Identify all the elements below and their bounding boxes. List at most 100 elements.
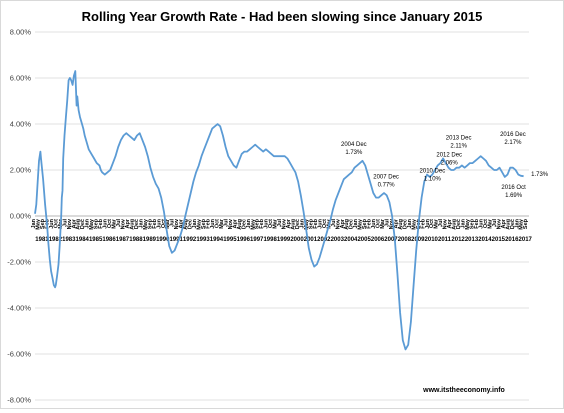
month-tick-label: Feb [313, 218, 319, 228]
month-tick-label: Jan [31, 218, 37, 228]
annotation-text: 2010 Dec [420, 169, 446, 175]
month-tick-label: Jul [223, 219, 229, 227]
month-tick-label: Sep [94, 218, 100, 229]
month-tick-label: Mar [273, 218, 279, 229]
year-tick-label: 1996 [237, 237, 251, 243]
year-tick-label: 2008 [398, 237, 412, 243]
year-tick-label: 2009 [411, 237, 425, 243]
annotation: 2016 Dec 2.17% [500, 132, 526, 146]
month-tick-label: May [519, 218, 525, 230]
series-line [34, 70, 524, 351]
month-tick-label: Aug [237, 219, 243, 230]
y-tick-label: 4.00% [10, 120, 32, 129]
year-tick-label: 1997 [250, 237, 264, 243]
year-tick-label: 1988 [129, 237, 143, 243]
month-tick-label: May [304, 218, 310, 230]
month-tick-label: Aug [291, 219, 297, 230]
annotation: 1.73% [531, 172, 549, 178]
year-tick-label: 2000 [290, 237, 304, 243]
month-tick-label: Apr [393, 218, 399, 228]
month-tick-label: Dec [295, 219, 301, 229]
month-tick-label: Nov [335, 218, 341, 229]
month-tick-label: Jul [116, 219, 122, 227]
year-tick-label: 1994 [210, 237, 224, 243]
month-tick-label: Nov [443, 218, 449, 229]
month-tick-label: Apr [286, 218, 292, 228]
month-tick-label: Oct [376, 219, 382, 228]
month-tick-label: May [411, 218, 417, 230]
source-credit: www.itstheeconomy.info [422, 387, 505, 394]
year-tick-label: 1990 [156, 237, 170, 243]
month-tick-label: Sep [523, 218, 529, 229]
month-tick-label: Sep [40, 218, 46, 229]
month-tick-label: Jul [331, 219, 337, 227]
month-tick-label: Dec [134, 219, 140, 229]
annotation-text: 2012 Dec [436, 153, 462, 159]
month-tick-label: Jun [156, 218, 162, 228]
month-tick-label: Dec [402, 219, 408, 229]
chart-title: Rolling Year Growth Rate - Had been slow… [82, 9, 483, 24]
month-tick-label: Jul [492, 219, 498, 227]
annotation-text: 2007 Dec [373, 174, 399, 180]
year-tick-label: 2015 [492, 237, 506, 243]
y-tick-label: -8.00% [7, 396, 31, 405]
month-tick-label: Nov [228, 218, 234, 229]
annotation: 2013 Dec 2.11% [446, 135, 472, 149]
month-tick-label: Apr [179, 218, 185, 228]
month-tick-label: Apr [232, 218, 238, 228]
month-tick-label: Apr [71, 218, 77, 228]
annotation-text: 2.11% [450, 143, 467, 149]
month-tick-label: Jul [438, 219, 444, 227]
month-tick-label: Jun [317, 218, 323, 228]
month-tick-label: Mar [434, 218, 440, 229]
month-tick-label: Sep [201, 218, 207, 229]
month-tick-label: Dec [188, 219, 194, 229]
year-tick-label: 1986 [102, 237, 116, 243]
month-tick-label: Oct [268, 219, 274, 228]
month-tick-label: Oct [483, 219, 489, 228]
month-tick-label: Aug [76, 219, 82, 230]
month-tick-label: Oct [53, 219, 59, 228]
month-tick-label: Jan [353, 218, 359, 228]
month-tick-label: Sep [147, 218, 153, 229]
month-tick-label: Nov [389, 218, 395, 229]
month-tick-label: May [89, 218, 95, 230]
y-tick-label: 8.00% [10, 28, 32, 37]
month-tick-label: Apr [340, 218, 346, 228]
month-tick-label: Mar [112, 218, 118, 229]
x-axis: JanMaySepFebJunOctMarJulNovAprAugDecJanM… [31, 215, 533, 243]
month-tick-label: Jun [425, 218, 431, 228]
month-tick-label: Jan [461, 218, 467, 228]
month-tick-label: Feb [420, 218, 426, 228]
month-tick-label: Jun [49, 218, 55, 228]
annotation-text: 0.77% [378, 182, 396, 188]
month-tick-label: Feb [206, 218, 212, 228]
month-tick-label: Dec [80, 219, 86, 229]
year-tick-label: 1989 [143, 237, 157, 243]
month-tick-label: May [465, 218, 471, 230]
month-tick-label: Sep [470, 218, 476, 229]
month-tick-label: Apr [447, 218, 453, 228]
annotation-text: 2016 Oct [501, 185, 526, 191]
month-tick-label: Oct [429, 219, 435, 228]
month-tick-label: Jan [192, 218, 198, 228]
month-tick-label: Mar [165, 218, 171, 229]
month-tick-label: May [35, 218, 41, 230]
year-tick-label: 2016 [505, 237, 519, 243]
month-tick-label: Aug [398, 219, 404, 230]
annotation: 2004 Dec 1.73% [341, 142, 367, 156]
year-tick-label: 1995 [223, 237, 237, 243]
month-tick-label: May [197, 218, 203, 230]
year-tick-label: 1983 [62, 237, 76, 243]
month-tick-label: Feb [259, 218, 265, 228]
month-tick-label: Oct [161, 219, 167, 228]
month-tick-label: Jun [103, 218, 109, 228]
series-group [34, 70, 524, 351]
month-tick-label: Jan [514, 218, 520, 228]
year-tick-label: 2011 [438, 237, 452, 243]
month-tick-label: Feb [367, 218, 373, 228]
month-tick-label: Jul [170, 219, 176, 227]
y-tick-label: -6.00% [7, 350, 31, 359]
month-tick-label: Mar [219, 218, 225, 229]
